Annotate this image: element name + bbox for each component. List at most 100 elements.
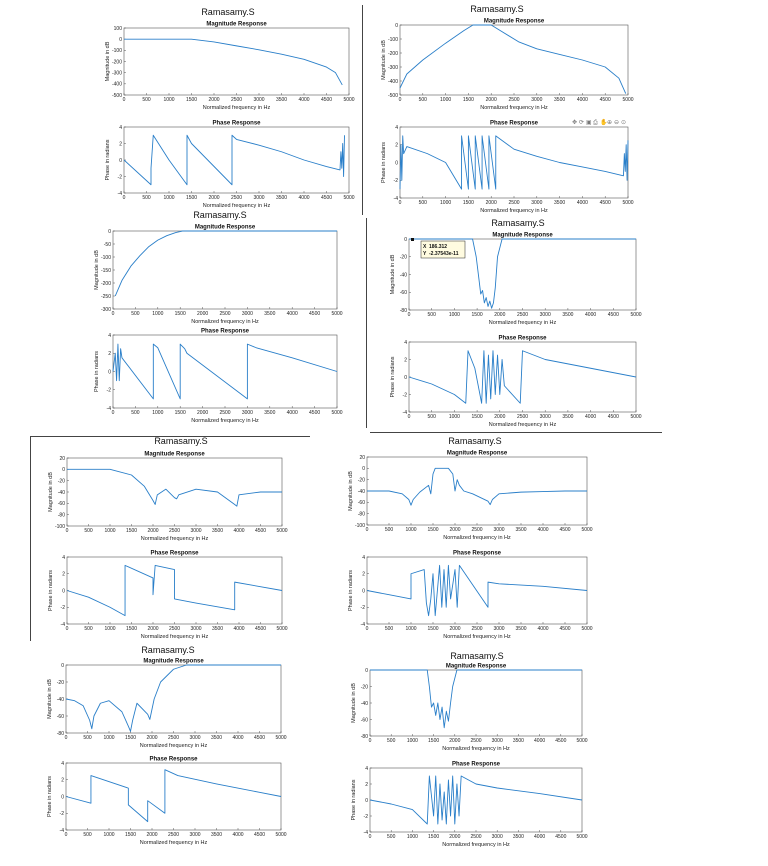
y-tick-label: -4 bbox=[364, 830, 369, 836]
rotate-icon[interactable]: ⟳ bbox=[579, 119, 584, 126]
save-icon[interactable]: ▣ bbox=[586, 119, 592, 126]
y-axis-label: Magnitude in dB bbox=[390, 254, 396, 294]
y-tick-label: 2 bbox=[395, 143, 398, 149]
x-tick-label: 2000 bbox=[197, 410, 208, 416]
axes-frame bbox=[123, 126, 350, 194]
axes-title: Phase Response bbox=[490, 121, 539, 127]
data-tip-box bbox=[420, 240, 466, 259]
x-tick-label: 2500 bbox=[470, 834, 481, 840]
subplot-magnitude-5: Magnitude Response Normalized frequency i… bbox=[348, 451, 593, 542]
x-axis-label: Normalized frequency in Hz bbox=[203, 105, 271, 111]
y-tick-label: -200 bbox=[101, 281, 111, 287]
x-tick-label: 4000 bbox=[577, 200, 588, 206]
print-icon[interactable]: ⎙ bbox=[593, 119, 598, 126]
x-tick-label: 4000 bbox=[534, 834, 545, 840]
x-axis-label: Normalized frequency in Hz bbox=[480, 208, 548, 214]
y-tick-label: -2 bbox=[394, 178, 399, 184]
x-tick-label: 4500 bbox=[254, 735, 265, 741]
y-axis-label: Magnitude in dB bbox=[48, 472, 54, 512]
x-tick-label: 1000 bbox=[405, 626, 416, 632]
pan-icon[interactable]: ✥ bbox=[572, 119, 577, 126]
y-tick-label: 0 bbox=[62, 467, 65, 473]
y-axis-label: Phase in radians bbox=[381, 142, 387, 183]
axes-frame bbox=[65, 762, 282, 831]
x-tick-label: 4000 bbox=[287, 410, 298, 416]
y-tick-label: -60 bbox=[358, 500, 365, 506]
subplot-magnitude-1: Magnitude Response Normalized frequency i… bbox=[381, 19, 634, 112]
x-tick-label: 2500 bbox=[169, 626, 180, 632]
y-tick-label: -40 bbox=[57, 697, 64, 703]
x-tick-label: 3000 bbox=[492, 834, 503, 840]
x-tick-label: 500 bbox=[84, 528, 93, 534]
x-tick-label: 3000 bbox=[253, 97, 264, 103]
y-tick-label: -60 bbox=[361, 717, 368, 723]
y-tick-label: 4 bbox=[108, 333, 111, 339]
x-tick-label: 1500 bbox=[472, 312, 483, 318]
x-tick-label: 5000 bbox=[630, 312, 641, 318]
subplot-magnitude-4: Magnitude Response Normalized frequency i… bbox=[48, 452, 288, 543]
subplot-phase-6: Phase Response Normalized frequency in Hz… bbox=[47, 757, 287, 847]
x-tick-label: 0 bbox=[66, 528, 69, 534]
x-tick-label: 2500 bbox=[470, 738, 481, 744]
x-tick-label: 4000 bbox=[537, 527, 548, 533]
x-tick-label: 3000 bbox=[242, 311, 253, 317]
figure-title: Ramasamy.S bbox=[448, 436, 501, 446]
phase-curve-series-0 bbox=[66, 564, 283, 617]
x-tick-label: 1000 bbox=[152, 410, 163, 416]
subplot-phase-7: Phase Response Normalized frequency in Hz… bbox=[351, 762, 588, 849]
phase-curve-series-0 bbox=[408, 350, 637, 404]
y-tick-label: 0 bbox=[61, 794, 64, 800]
x-axis-label: Normalized frequency in Hz bbox=[442, 842, 510, 848]
y-tick-label: -40 bbox=[58, 490, 65, 496]
y-tick-label: -60 bbox=[57, 714, 64, 720]
x-tick-label: 5000 bbox=[576, 738, 587, 744]
x-tick-label: 5000 bbox=[276, 626, 287, 632]
x-tick-label: 5000 bbox=[576, 834, 587, 840]
zoom-in-icon[interactable]: ⊕ bbox=[607, 119, 612, 126]
x-tick-label: 1000 bbox=[407, 834, 418, 840]
y-tick-label: 0 bbox=[404, 375, 407, 381]
x-tick-label: 3000 bbox=[531, 97, 542, 103]
y-tick-label: -40 bbox=[400, 272, 407, 278]
reset-view-icon[interactable]: ⊙ bbox=[621, 119, 626, 126]
y-tick-label: -80 bbox=[358, 511, 365, 517]
x-tick-label: 2500 bbox=[508, 200, 519, 206]
phase-curve-series-0 bbox=[112, 343, 338, 400]
x-tick-label: 1000 bbox=[405, 527, 416, 533]
y-axis-label: Magnitude in dB bbox=[47, 679, 53, 719]
x-tick-label: 2000 bbox=[147, 626, 158, 632]
axes-frame bbox=[66, 457, 283, 527]
y-tick-label: -100 bbox=[388, 37, 398, 43]
magnitude-curve-series-0 bbox=[399, 24, 627, 94]
x-tick-label: 1500 bbox=[125, 735, 136, 741]
x-tick-label: 2000 bbox=[146, 735, 157, 741]
x-tick-label: 3500 bbox=[212, 626, 223, 632]
x-tick-label: 2000 bbox=[197, 311, 208, 317]
x-axis-label: Normalized frequency in Hz bbox=[480, 105, 548, 111]
x-tick-label: 1000 bbox=[163, 195, 174, 201]
y-tick-label: -2 bbox=[361, 605, 366, 611]
y-tick-label: 2 bbox=[365, 782, 368, 788]
x-axis-label: Normalized frequency in Hz bbox=[141, 634, 209, 640]
y-tick-label: 2 bbox=[62, 572, 65, 578]
hand-icon[interactable]: ✋ bbox=[600, 118, 607, 126]
axes-frame bbox=[399, 126, 629, 199]
x-tick-label: 3000 bbox=[531, 200, 542, 206]
x-tick-label: 500 bbox=[142, 97, 151, 103]
y-tick-label: 0 bbox=[108, 369, 111, 375]
x-tick-label: 1500 bbox=[463, 97, 474, 103]
y-tick-label: 4 bbox=[119, 125, 122, 131]
x-tick-label: 1000 bbox=[103, 832, 114, 838]
y-tick-label: -4 bbox=[361, 622, 366, 628]
x-tick-label: 1000 bbox=[407, 738, 418, 744]
x-tick-label: 500 bbox=[387, 738, 396, 744]
y-tick-label: -4 bbox=[403, 410, 408, 416]
subplot-magnitude-0: Magnitude Response Normalized frequency i… bbox=[105, 22, 355, 112]
x-tick-label: 4500 bbox=[555, 834, 566, 840]
x-tick-label: 1500 bbox=[186, 97, 197, 103]
separator-vertical-left bbox=[30, 436, 31, 641]
x-tick-label: 1000 bbox=[104, 528, 115, 534]
x-tick-label: 0 bbox=[399, 200, 402, 206]
zoom-out-icon[interactable]: ⊖ bbox=[614, 119, 619, 126]
